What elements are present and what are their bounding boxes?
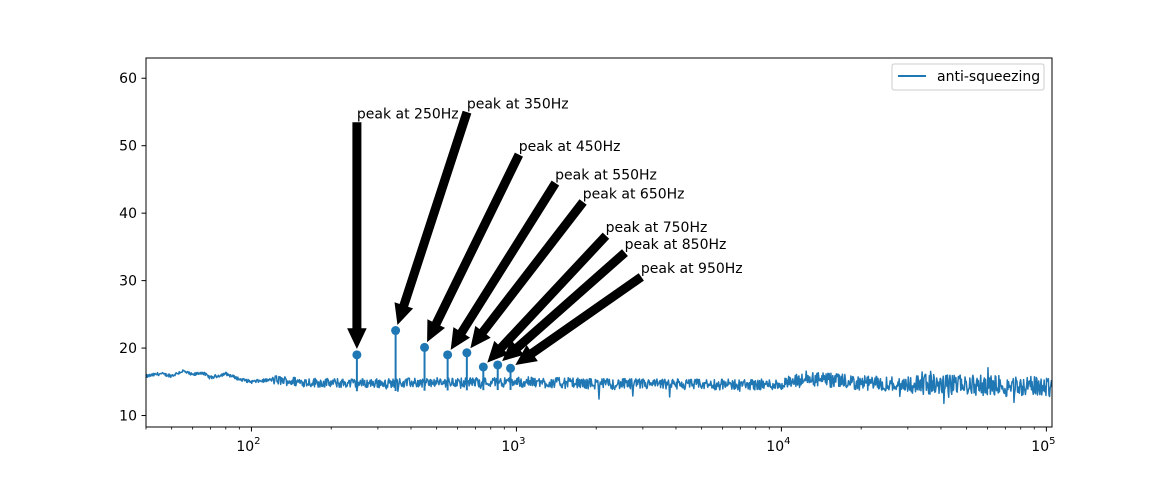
annotation-arrow-550	[450, 180, 560, 350]
x-tick-label-base: 10	[501, 439, 519, 455]
legend: anti-squeezing	[891, 63, 1045, 91]
peak-marker-750	[478, 362, 488, 372]
y-tick-label: 40	[119, 206, 137, 222]
peak-marker-250	[352, 350, 362, 360]
y-tick-label: 20	[119, 341, 137, 357]
peak-marker-350	[391, 326, 401, 336]
legend-series-label: anti-squeezing	[937, 69, 1040, 85]
x-tick-label: 102	[236, 436, 260, 455]
annotation-arrow-250	[347, 122, 367, 349]
y-tick-label: 50	[119, 139, 137, 155]
peak-marker-650	[462, 348, 472, 358]
x-tick-label-base: 10	[236, 439, 254, 455]
annotation-arrow-650	[470, 199, 587, 349]
x-tick-label: 103	[501, 436, 525, 455]
axes-frame	[145, 57, 1053, 428]
y-tick-label: 60	[119, 71, 137, 87]
y-tick-label: 30	[119, 274, 137, 290]
annotation-arrow-750	[487, 232, 610, 363]
annotation-label-450: peak at 450Hz	[519, 139, 621, 155]
peak-marker-450	[420, 342, 430, 352]
peak-marker-950	[506, 363, 516, 373]
annotation-label-650: peak at 650Hz	[583, 186, 685, 202]
legend-box	[891, 63, 1045, 91]
annotation-arrow-350	[394, 110, 472, 326]
annotations: peak at 250Hz peak at 350Hz peak at 450Hz p…	[347, 97, 743, 365]
x-tick-label-base: 10	[766, 439, 784, 455]
y-tick-label: 10	[119, 409, 137, 425]
annotation-label-850: peak at 850Hz	[625, 237, 727, 253]
annotation-label-750: peak at 750Hz	[606, 220, 708, 236]
x-tick-label: 105	[1031, 436, 1055, 455]
annotation-label-950: peak at 950Hz	[641, 261, 743, 277]
x-tick-label-base: 10	[1031, 439, 1049, 455]
series-line-anti-squeezing	[146, 366, 1052, 405]
x-tick-label: 104	[766, 436, 790, 455]
annotation-label-550: peak at 550Hz	[555, 167, 657, 183]
x-tick-label-exponent: 3	[519, 436, 525, 447]
plot-area	[146, 326, 1052, 405]
annotation-arrow-450	[427, 152, 523, 343]
x-tick-label-exponent: 2	[254, 436, 260, 447]
peak-marker-850	[493, 360, 503, 370]
x-tick-label-exponent: 4	[784, 436, 790, 447]
annotation-arrow-850	[502, 249, 628, 362]
annotation-arrow-950	[515, 273, 644, 365]
annotation-label-250: peak at 250Hz	[357, 107, 459, 123]
annotation-label-350: peak at 350Hz	[467, 97, 569, 113]
peak-marker-550	[443, 350, 453, 360]
x-tick-label-exponent: 5	[1049, 436, 1055, 447]
